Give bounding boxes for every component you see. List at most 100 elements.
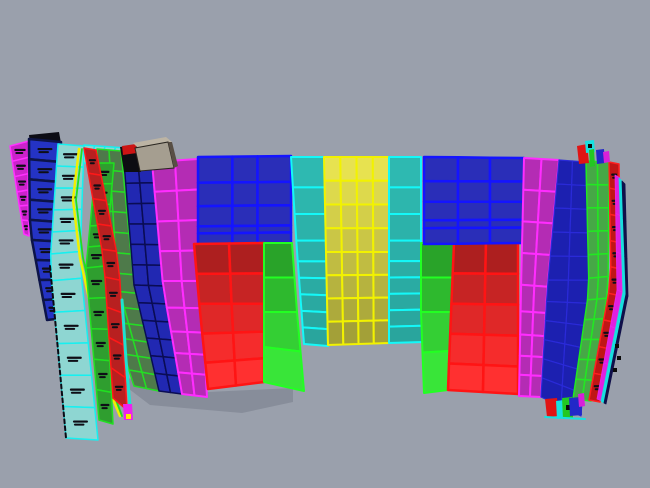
magenta-strake-left-cell[interactable]	[188, 352, 207, 376]
teal-strake-right-of-keel[interactable]	[388, 156, 424, 344]
navy-grid-strake-left-cell[interactable]	[131, 263, 150, 287]
blue-plate-field-left-cell[interactable]	[196, 155, 234, 185]
magenta-strake-right-cell[interactable]	[531, 311, 547, 338]
yellow-keel-strake-cell[interactable]	[341, 320, 360, 346]
teal-strake-right-of-keel-cell[interactable]	[388, 239, 423, 263]
teal-strake-right-of-keel-cell[interactable]	[388, 292, 424, 312]
green-grid-strake-right-cell[interactable]	[586, 207, 599, 233]
red-plate-field-right-cell[interactable]	[450, 272, 487, 306]
cyan-plate-stack-bow-cell[interactable]	[52, 187, 84, 211]
yellow-keel-strake-cell[interactable]	[323, 156, 342, 182]
green-strake-left-center-cell[interactable]	[263, 311, 302, 353]
blue-plate-field-right-cell[interactable]	[456, 156, 492, 183]
blue-plate-field-left-cell[interactable]	[231, 155, 259, 184]
magenta-strake-left-cell[interactable]	[175, 188, 201, 222]
yellow-keel-strake-cell[interactable]	[326, 297, 344, 323]
navy-grid-strake-left-cell[interactable]	[126, 202, 145, 225]
blue-plate-field-left-cell[interactable]	[196, 204, 234, 228]
magenta-strake-right-cell[interactable]	[521, 188, 541, 224]
yellow-keel-strake-cell[interactable]	[372, 273, 390, 299]
navy-grid-strake-right-cell[interactable]	[556, 159, 574, 186]
magenta-strake-right-cell[interactable]	[529, 374, 544, 398]
green-grid-strake-right-cell[interactable]	[596, 275, 609, 300]
green-grid-strake-right-cell[interactable]	[596, 183, 610, 209]
blue-plate-field-right-cell[interactable]	[456, 179, 492, 203]
red-plate-field-right-cell[interactable]	[481, 363, 520, 396]
magenta-bow-wedge-cell[interactable]	[13, 172, 30, 193]
yellow-keel-strake[interactable]	[323, 156, 390, 346]
blue-plate-field-left-cell[interactable]	[196, 181, 234, 208]
yellow-keel-strake-cell[interactable]	[371, 179, 390, 206]
navy-grid-strake-left[interactable]	[123, 161, 183, 395]
red-plate-field-right-cell[interactable]	[448, 302, 486, 337]
teal-strake-left-of-keel-cell[interactable]	[299, 293, 329, 314]
magenta-strake-right-cell[interactable]	[518, 373, 532, 398]
cyan-plate-stack-bow-cell[interactable]	[56, 342, 93, 377]
teal-strake-right-of-keel-cell[interactable]	[388, 260, 423, 279]
red-plate-field-left-cell[interactable]	[231, 330, 266, 362]
teal-strake-left-of-keel-cell[interactable]	[295, 239, 328, 263]
navy-grid-strake-right-cell[interactable]	[544, 300, 569, 324]
green-strake-left-center-cell[interactable]	[263, 346, 305, 392]
teal-strake-left-of-keel-cell[interactable]	[290, 156, 326, 189]
yellow-keel-strake-cell[interactable]	[324, 203, 343, 230]
navy-grid-strake-right-cell[interactable]	[571, 160, 588, 187]
magenta-strake-right-cell[interactable]	[522, 157, 543, 192]
yellow-keel-strake-cell[interactable]	[340, 203, 359, 230]
red-plate-field-right-cell[interactable]	[483, 272, 520, 306]
blue-plate-field-left-cell[interactable]	[256, 203, 293, 228]
yellow-keel-strake-cell[interactable]	[339, 179, 358, 206]
green-plate-stack-bow-cell[interactable]	[85, 265, 108, 300]
red-plate-field-right-cell[interactable]	[482, 302, 520, 337]
navy-grid-strake-left-cell[interactable]	[128, 223, 146, 246]
green-strake-left-center-cell[interactable]	[263, 242, 296, 279]
navy-grid-strake-right-cell[interactable]	[569, 208, 589, 234]
magenta-bow-wedge-cell[interactable]	[18, 204, 30, 222]
cyan-plate-stack-bow-cell[interactable]	[53, 309, 89, 345]
red-plate-field-right-cell[interactable]	[451, 241, 488, 275]
yellow-keel-strake-cell[interactable]	[355, 179, 374, 206]
cyan-plate-stack-bow-cell[interactable]	[49, 250, 83, 282]
yellow-keel-strake-cell[interactable]	[339, 156, 358, 182]
yellow-keel-strake-cell[interactable]	[325, 274, 344, 300]
magenta-strake-left-cell[interactable]	[153, 189, 180, 223]
navy-grid-strake-right-cell[interactable]	[547, 255, 570, 281]
green-grid-strake-right-cell[interactable]	[597, 229, 610, 255]
teal-strake-right-of-keel-cell[interactable]	[388, 213, 422, 242]
blue-plate-field-left-cell[interactable]	[231, 204, 259, 228]
green-grid-strake-right-cell[interactable]	[597, 207, 610, 232]
cyan-plate-stack-bow-cell[interactable]	[59, 374, 96, 409]
green-grid-strake-right-cell[interactable]	[586, 230, 599, 256]
yellow-keel-strake-cell[interactable]	[355, 156, 374, 182]
teal-strake-right-of-keel-cell[interactable]	[388, 186, 422, 215]
green-plate-stack-bow-cell[interactable]	[90, 328, 111, 362]
green-grid-strake-right-cell[interactable]	[596, 160, 610, 186]
teal-strake-left-of-keel-cell[interactable]	[296, 260, 328, 280]
teal-strake-left-of-keel-cell[interactable]	[298, 276, 328, 297]
green-strake-left-center[interactable]	[263, 242, 305, 392]
red-plate-field-right-cell[interactable]	[484, 241, 520, 276]
yellow-keel-strake-cell[interactable]	[372, 227, 390, 253]
red-plate-field-left[interactable]	[192, 241, 266, 391]
red-plate-field-left-cell[interactable]	[198, 302, 235, 335]
green-grid-strake-right-cell[interactable]	[587, 253, 600, 280]
yellow-keel-strake-cell[interactable]	[324, 227, 343, 253]
red-plate-field-left-cell[interactable]	[192, 242, 232, 276]
navy-grid-strake-right-cell[interactable]	[570, 184, 588, 210]
green-strake-right-center[interactable]	[420, 242, 455, 394]
green-plate-stack-bow-cell[interactable]	[95, 388, 114, 425]
red-plate-field-right-cell[interactable]	[482, 333, 520, 368]
blue-plate-field-right-cell[interactable]	[422, 179, 460, 204]
red-plate-field-left-cell[interactable]	[195, 272, 233, 306]
navy-grid-strake-right-cell[interactable]	[568, 231, 589, 258]
magenta-strake-right-cell[interactable]	[529, 355, 545, 377]
blue-plate-field-left-cell[interactable]	[256, 231, 293, 245]
magenta-strake-right-cell[interactable]	[519, 310, 535, 337]
yellow-keel-strake-cell[interactable]	[326, 320, 345, 346]
yellow-keel-strake-cell[interactable]	[340, 251, 359, 277]
red-plate-field-right-cell[interactable]	[447, 332, 486, 367]
yellow-keel-strake-cell[interactable]	[340, 227, 359, 253]
teal-strake-right-of-keel-cell[interactable]	[388, 156, 422, 189]
blue-plate-field-left-cell[interactable]	[256, 154, 293, 184]
navy-grid-strake-right-cell[interactable]	[551, 207, 572, 234]
